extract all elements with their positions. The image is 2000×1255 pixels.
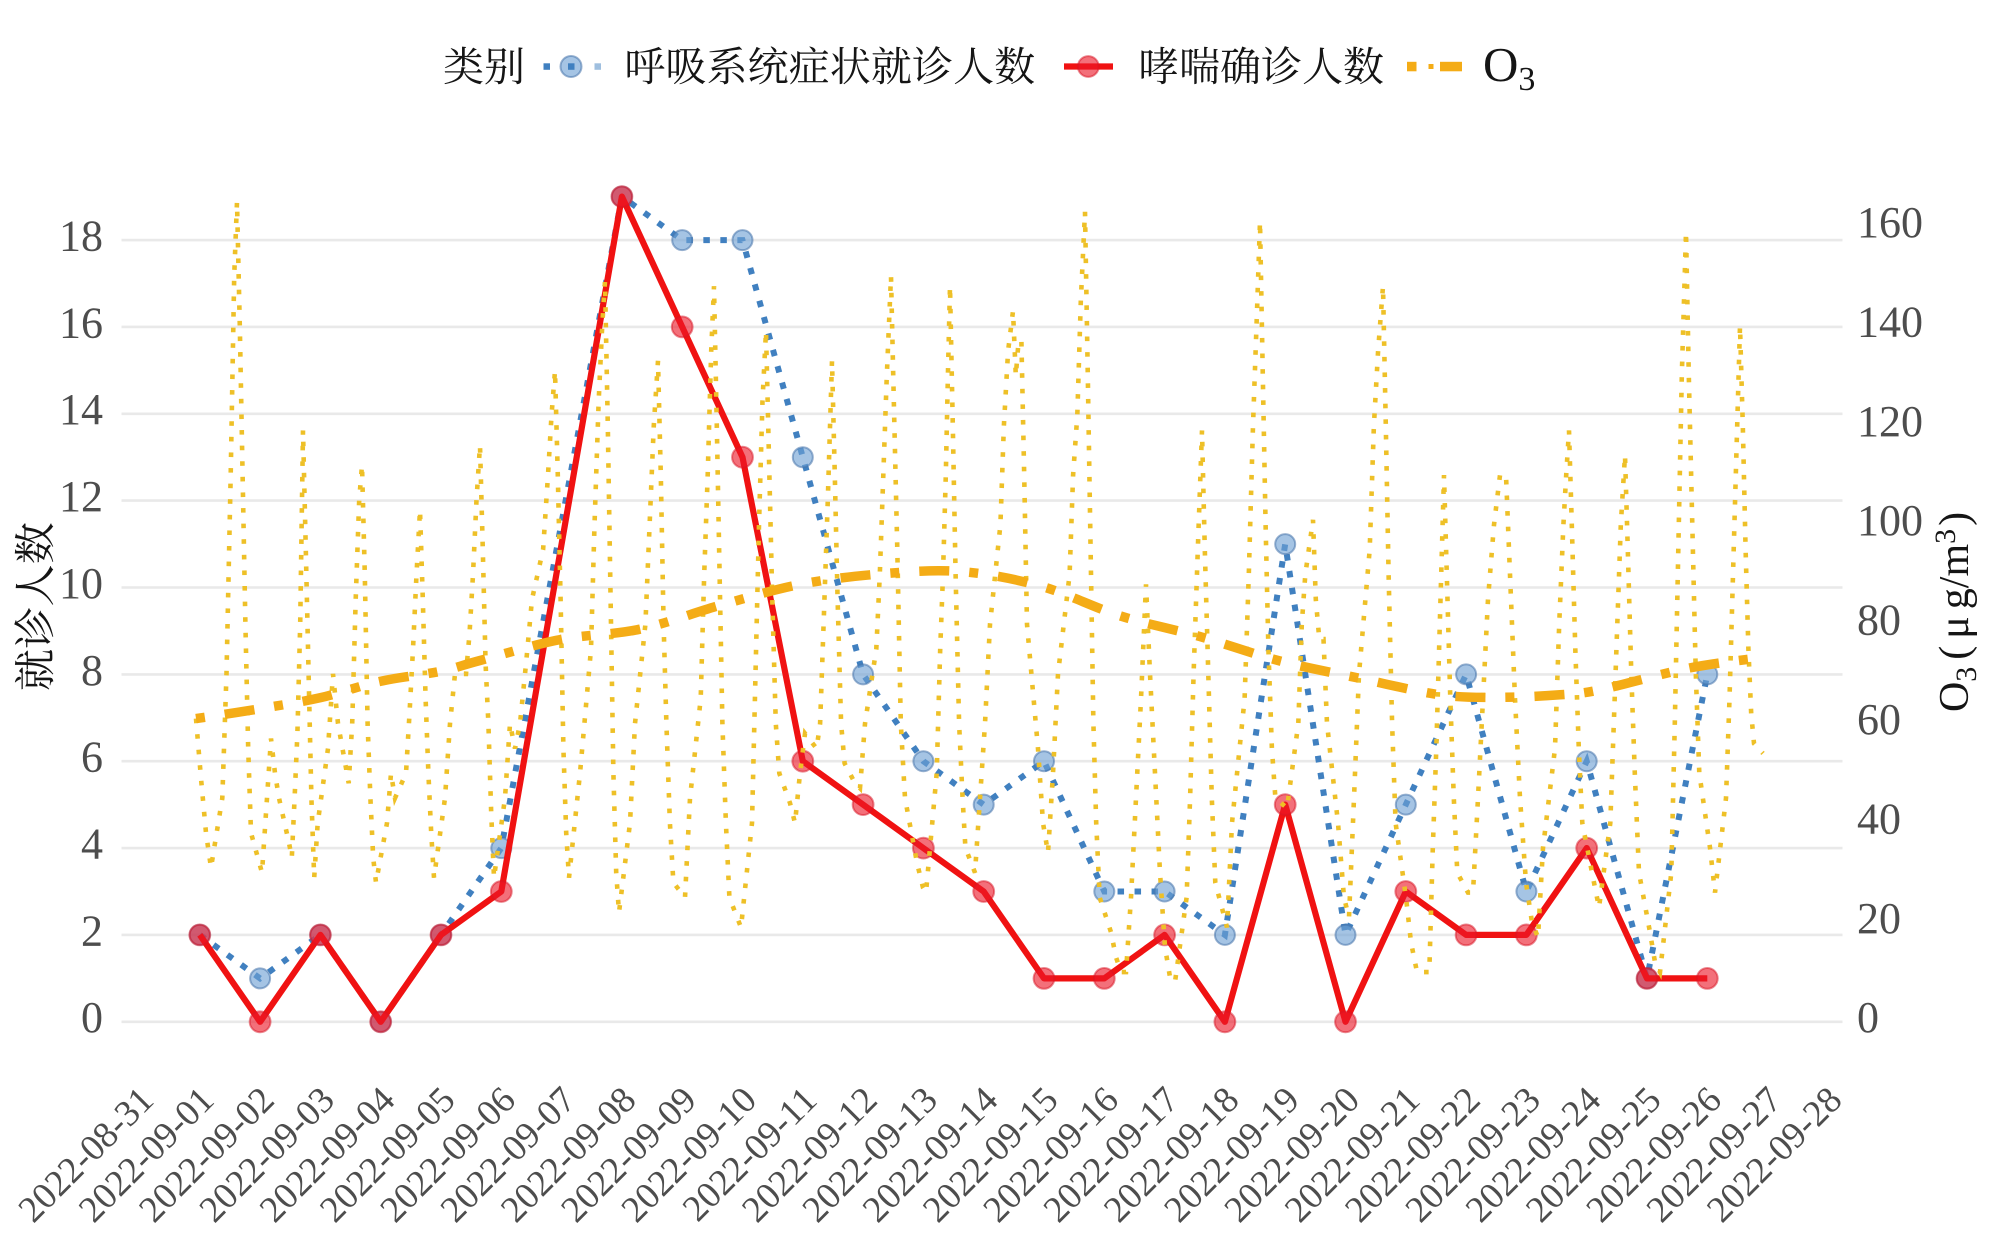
svg-text:40: 40 — [1857, 794, 1901, 843]
svg-text:10: 10 — [59, 559, 103, 608]
svg-text:16: 16 — [59, 298, 103, 347]
svg-text:120: 120 — [1857, 397, 1923, 446]
svg-text:3: 3 — [1929, 529, 1962, 544]
svg-text:): ) — [1932, 512, 1978, 526]
svg-text:14: 14 — [59, 385, 103, 434]
svg-text:100: 100 — [1857, 496, 1923, 545]
svg-text:(: ( — [1932, 646, 1978, 660]
svg-text:20: 20 — [1857, 894, 1901, 943]
svg-text:12: 12 — [59, 472, 103, 521]
svg-text:140: 140 — [1857, 297, 1923, 346]
svg-text:160: 160 — [1857, 198, 1923, 247]
svg-text:2: 2 — [81, 906, 103, 955]
svg-text:60: 60 — [1857, 695, 1901, 744]
svg-text:μ: μ — [1932, 616, 1978, 639]
svg-text:8: 8 — [81, 646, 103, 695]
svg-text:80: 80 — [1857, 596, 1901, 645]
svg-text:0: 0 — [1857, 993, 1879, 1042]
svg-text:4: 4 — [81, 820, 103, 869]
svg-text:3: 3 — [1950, 667, 1983, 682]
svg-text:O: O — [1932, 682, 1978, 712]
svg-text:0: 0 — [81, 993, 103, 1042]
svg-text:6: 6 — [81, 733, 103, 782]
svg-text:g/m: g/m — [1932, 544, 1978, 610]
svg-text:18: 18 — [59, 212, 103, 261]
